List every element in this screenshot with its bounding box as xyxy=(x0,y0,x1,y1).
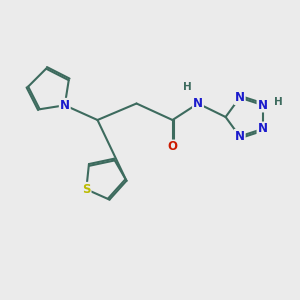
Text: H: H xyxy=(274,97,283,107)
Text: S: S xyxy=(82,183,91,196)
Text: N: N xyxy=(193,97,203,110)
Text: O: O xyxy=(167,140,178,154)
Text: N: N xyxy=(235,91,245,104)
Text: N: N xyxy=(60,99,70,112)
Text: N: N xyxy=(235,130,245,143)
Text: N: N xyxy=(257,122,268,136)
Text: H: H xyxy=(183,82,192,92)
Text: N: N xyxy=(257,98,268,112)
